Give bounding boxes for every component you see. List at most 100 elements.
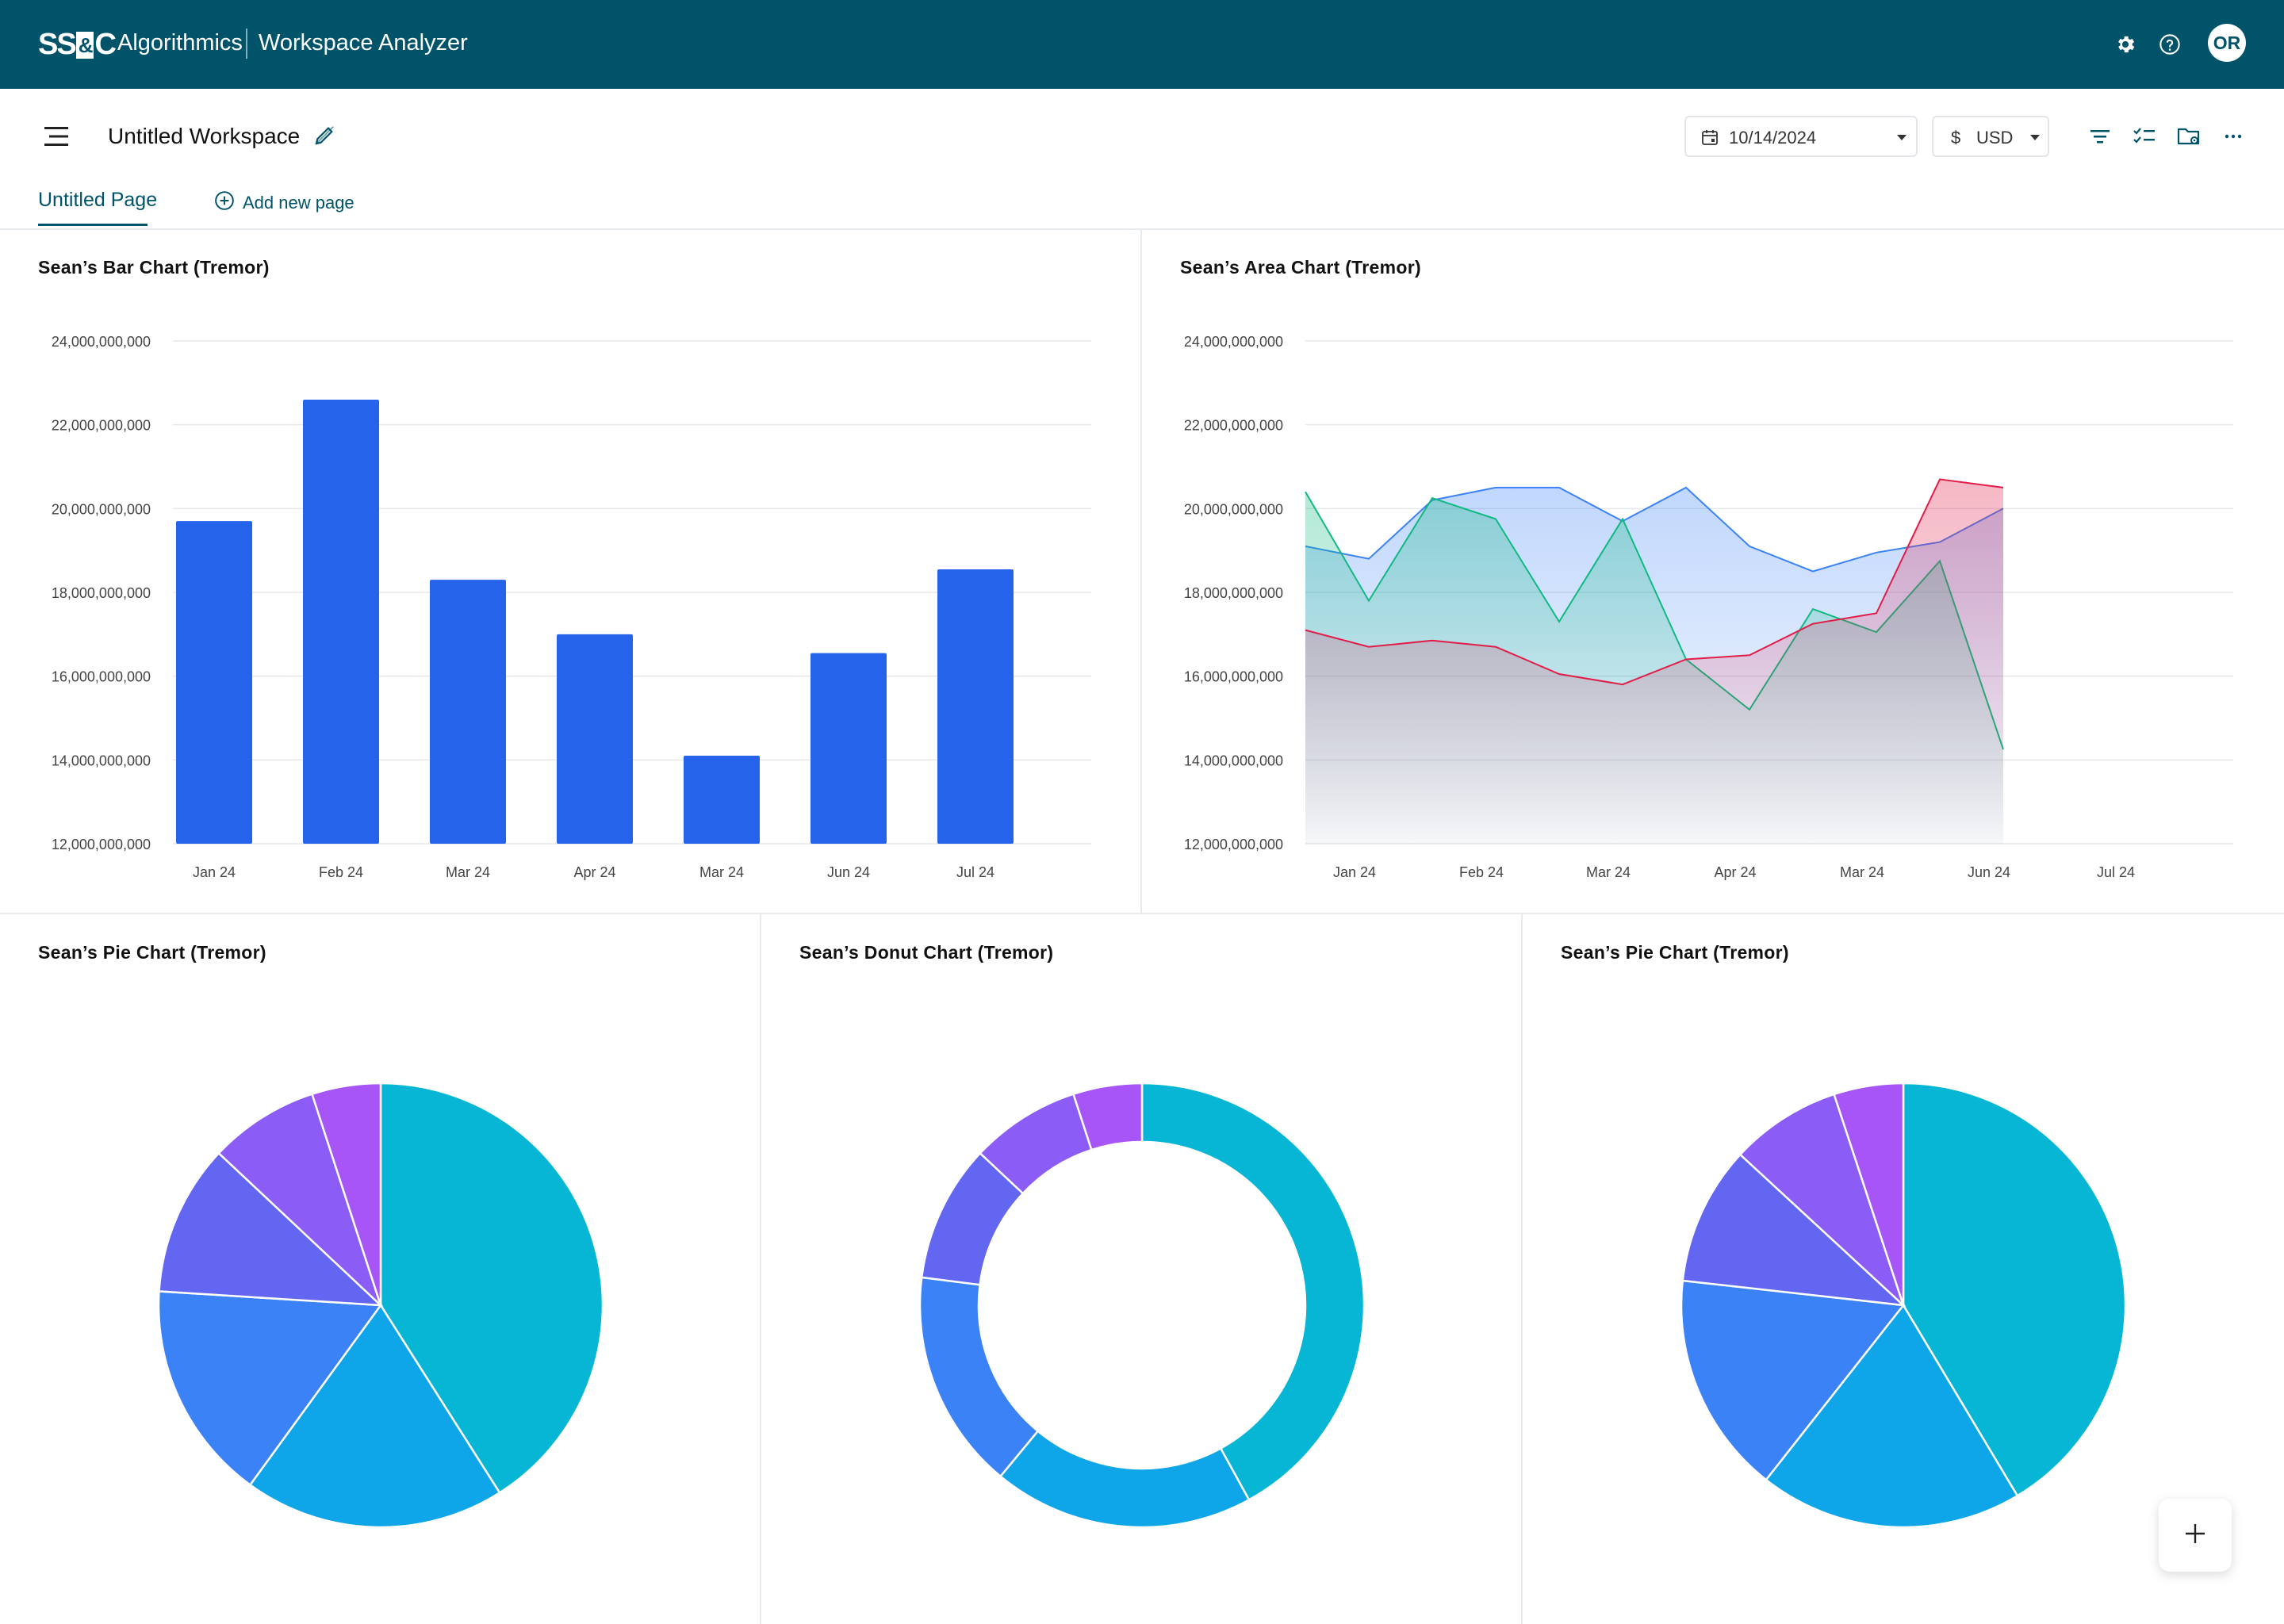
pie-slice [310, 1082, 382, 1306]
x-tick-label: Mar 24 [699, 864, 744, 880]
y-tick-label: 14,000,000,000 [1184, 753, 1283, 768]
x-tick-label: Mar 24 [1586, 864, 1631, 880]
x-tick-label: Apr 24 [1714, 864, 1756, 880]
x-tick-label: Feb 24 [319, 864, 363, 880]
pie-slice [1833, 1082, 1905, 1306]
pie-slice [1681, 1153, 1907, 1307]
y-tick-label: 20,000,000,000 [1184, 501, 1283, 517]
pie-slice [217, 1093, 382, 1306]
calendar-icon [1700, 128, 1719, 151]
currency-value: USD [1976, 128, 2014, 147]
donut-chart [918, 1082, 1366, 1529]
x-tick-label: Jun 24 [1968, 864, 2010, 880]
bar [303, 399, 379, 844]
folder-settings-icon[interactable] [2175, 122, 2203, 151]
filter-icon[interactable] [2086, 122, 2114, 151]
pie-slice [1902, 1082, 2127, 1497]
date-value: 10/14/2024 [1729, 128, 1817, 147]
y-tick-label: 16,000,000,000 [1184, 669, 1283, 685]
plus-circle-icon [214, 190, 235, 215]
bar [557, 634, 633, 844]
donut-slice [998, 1429, 1251, 1529]
checklist-icon[interactable] [2130, 122, 2159, 151]
more-options-icon[interactable] [2219, 122, 2248, 151]
x-tick-label: Mar 24 [1840, 864, 1884, 880]
chevron-down-icon [1897, 135, 1907, 140]
brand-name: Algorithmics [117, 30, 243, 56]
top-bar: SS & C Algorithmics Workspace Analyzer OR [0, 0, 2284, 89]
x-tick-label: Apr 24 [573, 864, 615, 880]
pie-chart-2 [1680, 1082, 2127, 1529]
panel-divider [1521, 914, 1523, 1624]
x-tick-label: Mar 24 [446, 864, 490, 880]
pie-slice [1765, 1303, 2019, 1529]
menu-icon[interactable] [43, 124, 73, 149]
y-tick-label: 20,000,000,000 [52, 501, 151, 517]
pie-chart-title-2: Sean’s Pie Chart (Tremor) [1561, 942, 1789, 963]
tab-divider [0, 228, 2284, 230]
area-chart: 12,000,000,000 14,000,000,000 16,000,000,0… [1184, 334, 2233, 880]
y-tick-label: 14,000,000,000 [52, 753, 151, 768]
bar [811, 653, 887, 844]
bar-chart: 12,000,000,000 14,000,000,000 16,000,000,0… [52, 334, 1091, 880]
brand-separator [246, 29, 247, 59]
pie-slice [157, 1290, 383, 1487]
currency-symbol: $ [1951, 128, 1961, 147]
x-tick-label: Jul 24 [956, 864, 994, 880]
bar [430, 580, 506, 844]
series-line [1305, 486, 2004, 573]
panel-divider [760, 914, 761, 1624]
active-tab-indicator [38, 224, 148, 226]
area-fill [1305, 479, 2003, 844]
settings-gear-icon[interactable] [2110, 29, 2141, 60]
y-tick-label: 24,000,000,000 [1184, 334, 1283, 350]
x-tick-label: Feb 24 [1459, 864, 1504, 880]
bar [176, 521, 252, 844]
user-avatar[interactable]: OR [2208, 24, 2246, 62]
pie-chart [157, 1082, 604, 1529]
pie-slice [379, 1082, 604, 1495]
x-tick-label: Jan 24 [193, 864, 236, 880]
area-chart-title: Sean’s Area Chart (Tremor) [1180, 257, 1421, 278]
y-tick-label: 22,000,000,000 [1184, 418, 1283, 434]
bar [684, 756, 760, 844]
y-tick-label: 18,000,000,000 [1184, 585, 1283, 601]
plus-icon [2183, 1522, 2207, 1549]
x-tick-label: Jun 24 [827, 864, 870, 880]
edit-title-pencil-icon[interactable] [312, 124, 339, 151]
y-tick-label: 18,000,000,000 [52, 585, 151, 601]
bar-chart-title: Sean’s Bar Chart (Tremor) [38, 257, 270, 278]
x-tick-label: Jul 24 [2097, 864, 2135, 880]
currency-select[interactable]: $ USD [1932, 116, 2049, 157]
help-icon[interactable] [2154, 29, 2186, 60]
y-tick-label: 12,000,000,000 [1184, 837, 1283, 852]
pie-slice [1738, 1093, 1906, 1309]
app-name: Workspace Analyzer [259, 30, 468, 56]
pie-chart-title: Sean’s Pie Chart (Tremor) [38, 942, 266, 963]
y-tick-label: 16,000,000,000 [52, 669, 151, 685]
logo-mark: SS & C [38, 27, 117, 62]
donut-slice [1071, 1082, 1144, 1151]
donut-slice [918, 1276, 1040, 1478]
y-tick-label: 22,000,000,000 [52, 418, 151, 434]
panel-divider [0, 913, 2284, 914]
bar [937, 569, 1014, 844]
pie-slice [158, 1151, 384, 1307]
pie-slice [248, 1303, 501, 1529]
add-widget-button[interactable] [2159, 1499, 2232, 1572]
logo-text-left: SS [38, 27, 77, 61]
donut-slice [1140, 1082, 1366, 1502]
workspace-title: Untitled Workspace [108, 124, 301, 148]
company-logo: SS & C [38, 27, 117, 62]
chevron-down-icon [2030, 135, 2040, 140]
date-select[interactable]: 10/14/2024 [1684, 116, 1918, 157]
y-tick-label: 24,000,000,000 [52, 334, 151, 350]
y-tick-label: 12,000,000,000 [52, 837, 151, 852]
tab-untitled-page[interactable]: Untitled Page [38, 189, 158, 211]
add-new-page-label: Add new page [243, 192, 354, 213]
logo-text-right: C [94, 27, 116, 61]
add-new-page-button[interactable]: Add new page [214, 190, 354, 215]
logo-text-amp: & [75, 31, 94, 59]
pie-slice [1680, 1279, 1906, 1481]
panel-divider [1140, 230, 1142, 914]
